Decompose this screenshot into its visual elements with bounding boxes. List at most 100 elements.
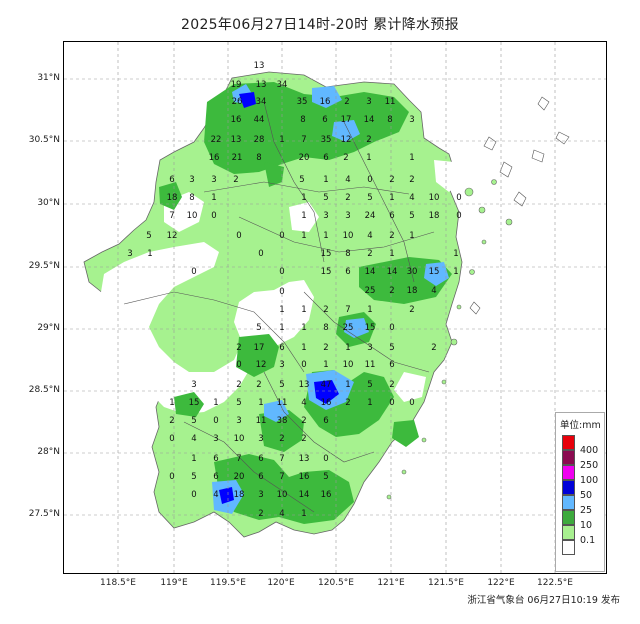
station-value: 17 bbox=[254, 343, 265, 353]
station-value: 1 bbox=[301, 211, 306, 221]
station-value: 1 bbox=[323, 175, 328, 185]
station-value: 5 bbox=[236, 398, 241, 408]
station-value: 7 bbox=[279, 454, 284, 464]
station-value: 2 bbox=[389, 380, 394, 390]
station-value: 3 bbox=[409, 115, 414, 125]
station-value: 24 bbox=[365, 211, 376, 221]
station-value: 11 bbox=[256, 416, 267, 426]
station-value: 25 bbox=[343, 323, 354, 333]
station-value: 0 bbox=[323, 454, 328, 464]
station-value: 1 bbox=[301, 323, 306, 333]
station-value: 2 bbox=[345, 193, 350, 203]
station-value: 5 bbox=[323, 193, 328, 203]
legend: 单位:mm 400 250 100 50 25 10 0.1 bbox=[555, 412, 605, 572]
station-value: 30 bbox=[407, 267, 418, 277]
station-value: 0 bbox=[279, 231, 284, 241]
precipitation-map: 13 19 13 34 26 34 35 16 2 3 11 16 44 8 6 17 14 8 3 22 13 28 1 7… bbox=[63, 41, 607, 574]
legend-swatch-100 bbox=[562, 465, 575, 480]
station-value: 6 bbox=[213, 454, 218, 464]
legend-item-10: 10 bbox=[562, 510, 606, 531]
station-value: 20 bbox=[299, 153, 310, 163]
station-value: 25 bbox=[365, 286, 376, 296]
station-value: 5 bbox=[389, 343, 394, 353]
station-value: 5 bbox=[323, 472, 328, 482]
station-value: 6 bbox=[258, 472, 263, 482]
station-value: 1 bbox=[367, 305, 372, 315]
station-value: 2 bbox=[366, 135, 371, 145]
station-value: 2 bbox=[258, 509, 263, 519]
station-value: 10 bbox=[343, 360, 354, 370]
coastline-outlines bbox=[469, 96, 570, 315]
station-value: 2 bbox=[236, 380, 241, 390]
station-value: 7 bbox=[169, 211, 174, 221]
lon-label-118-5: 118.5°E bbox=[100, 578, 136, 588]
lat-label-31: 31°N bbox=[37, 73, 60, 83]
station-value: 0 bbox=[236, 231, 241, 241]
station-value: 8 bbox=[345, 249, 350, 259]
station-value: 22 bbox=[211, 135, 222, 145]
station-value: 2 bbox=[389, 175, 394, 185]
legend-item-250: 250 bbox=[562, 450, 606, 471]
lon-label-121: 121°E bbox=[377, 578, 405, 588]
station-value: 1 bbox=[453, 267, 458, 277]
station-value: 1 bbox=[409, 231, 414, 241]
rain-50-100-areas bbox=[219, 92, 339, 504]
station-value: 0 bbox=[367, 175, 372, 185]
station-value: 0 bbox=[389, 323, 394, 333]
legend-swatch-0-1 bbox=[562, 525, 575, 540]
station-value: 1 bbox=[301, 509, 306, 519]
station-value: 0 bbox=[258, 249, 263, 259]
station-value: 16 bbox=[209, 153, 220, 163]
lat-label-27-5: 27.5°N bbox=[28, 509, 60, 519]
station-value: 6 bbox=[279, 343, 284, 353]
station-value: 0 bbox=[213, 416, 218, 426]
station-value: 2 bbox=[409, 175, 414, 185]
station-value: 18 bbox=[167, 193, 178, 203]
legend-item-25: 25 bbox=[562, 495, 606, 516]
station-value: 38 bbox=[277, 416, 288, 426]
station-value: 34 bbox=[277, 80, 288, 90]
station-value: 6 bbox=[323, 153, 328, 163]
station-value: 2 bbox=[323, 305, 328, 315]
station-value: 0 bbox=[389, 398, 394, 408]
county-boundaries bbox=[123, 101, 435, 513]
station-value: 14 bbox=[299, 490, 310, 500]
station-value: 12 bbox=[341, 135, 352, 145]
station-value: 5 bbox=[279, 380, 284, 390]
station-value: 5 bbox=[191, 472, 196, 482]
station-value: 7 bbox=[345, 305, 350, 315]
station-value: 35 bbox=[297, 97, 308, 107]
publisher-footer: 浙江省气象台 06月27日10:19 发布 bbox=[467, 595, 620, 606]
station-value: 0 bbox=[169, 434, 174, 444]
legend-label-0-1: 0.1 bbox=[580, 535, 596, 546]
station-value: 18 bbox=[429, 211, 440, 221]
legend-item-400: 400 bbox=[562, 435, 606, 456]
station-value: 3 bbox=[211, 175, 216, 185]
station-value: 21 bbox=[232, 153, 243, 163]
legend-swatch-10 bbox=[562, 510, 575, 525]
station-value: 2 bbox=[431, 343, 436, 353]
legend-item-100: 100 bbox=[562, 465, 606, 486]
station-value: 1 bbox=[389, 193, 394, 203]
station-value: 13 bbox=[256, 80, 267, 90]
station-value: 0 bbox=[279, 267, 284, 277]
station-value: 3 bbox=[345, 211, 350, 221]
station-value: 2 bbox=[389, 286, 394, 296]
legend-swatch-none bbox=[562, 540, 575, 555]
lat-label-29-5: 29.5°N bbox=[28, 261, 60, 271]
station-value: 0 bbox=[301, 360, 306, 370]
station-value: 1 bbox=[279, 135, 284, 145]
station-value: 13 bbox=[254, 61, 265, 71]
station-value: 2 bbox=[323, 343, 328, 353]
legend-label-250: 250 bbox=[580, 460, 599, 471]
legend-swatch-250 bbox=[562, 450, 575, 465]
legend-item-0-1: 0.1 bbox=[562, 525, 606, 546]
lat-label-30: 30°N bbox=[37, 198, 60, 208]
station-value: 4 bbox=[191, 434, 196, 444]
station-value: 6 bbox=[389, 360, 394, 370]
station-value: 1 bbox=[367, 398, 372, 408]
station-value: 6 bbox=[322, 115, 327, 125]
legend-swatch-400 bbox=[562, 435, 575, 450]
